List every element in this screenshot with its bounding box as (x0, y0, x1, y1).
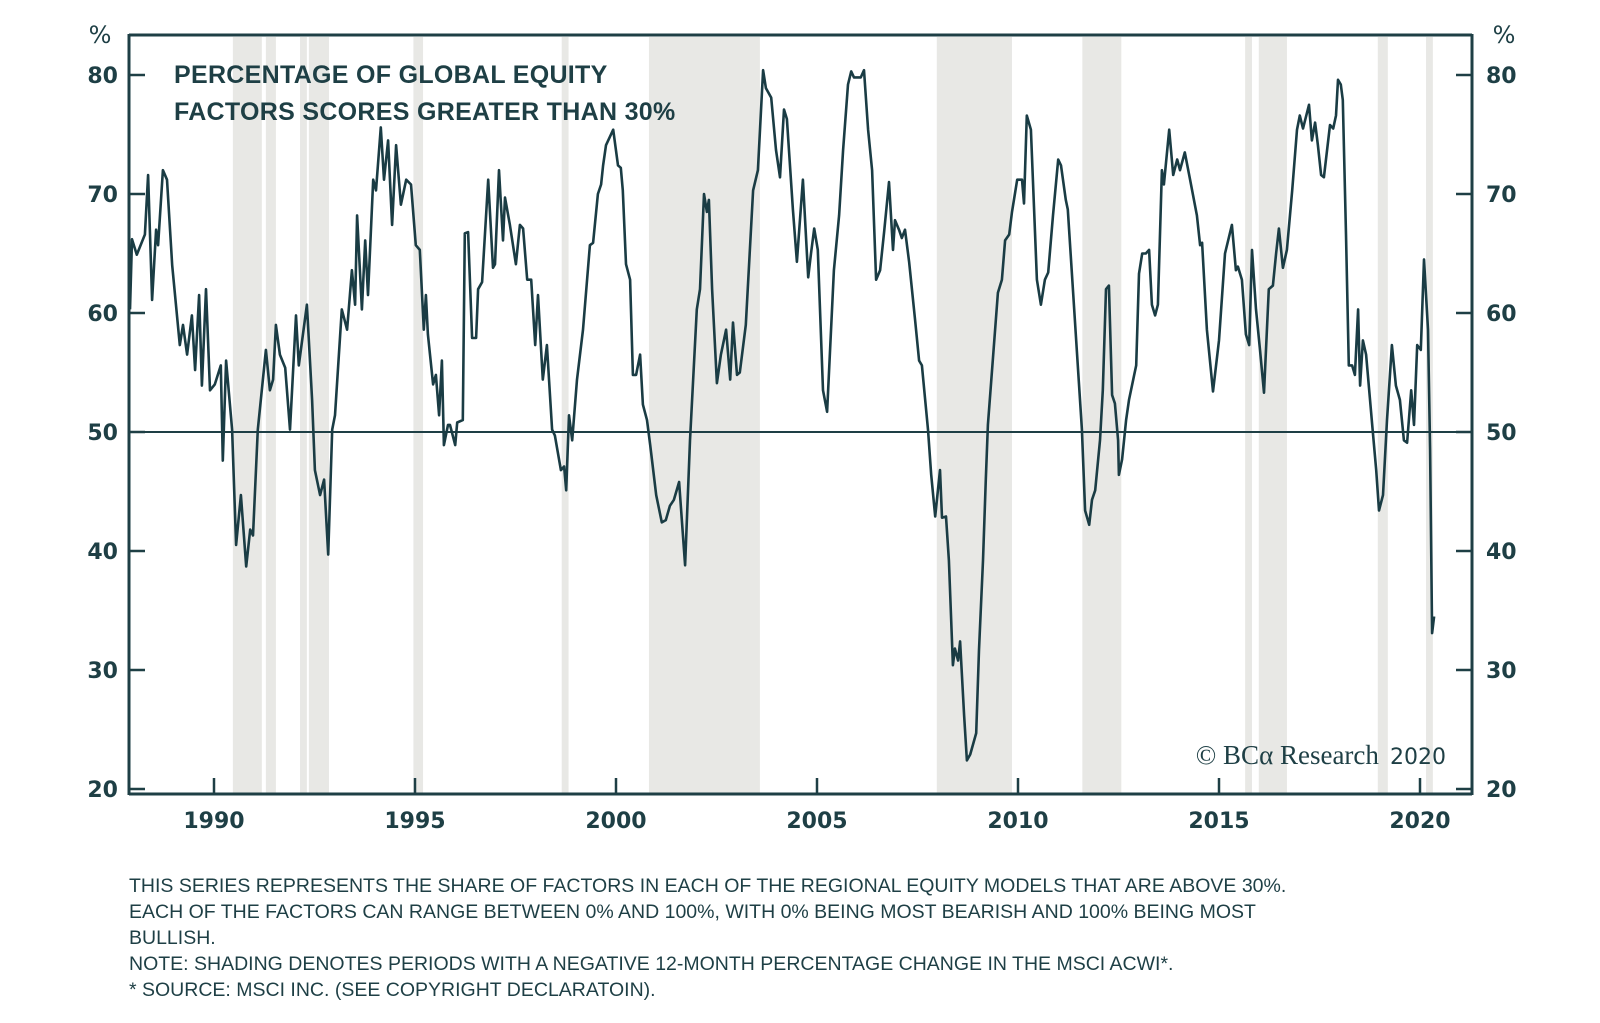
footnote-line: BULLISH. (129, 927, 216, 949)
footnote: THIS SERIES REPRESENTS THE SHARE OF FACT… (129, 873, 1529, 1003)
footnote-line: NOTE: SHADING DENOTES PERIODS WITH A NEG… (129, 953, 1174, 975)
footnote-line: * SOURCE: MSCI INC. (SEE COPYRIGHT DECLA… (129, 979, 656, 1001)
y-tick-label-right: 40 (1486, 540, 1517, 565)
shaded-period (232, 37, 262, 794)
y-axis-left: 20 30 40 50 60 70 80 (87, 64, 145, 803)
shaded-period (1258, 37, 1287, 794)
y-tick-label-right: 60 (1486, 302, 1517, 327)
y-tick-label-right: 20 (1486, 778, 1517, 803)
y-axis-right: 20 30 40 50 60 70 80 (1456, 64, 1517, 803)
x-tick-label: 1995 (384, 809, 445, 834)
y-tick-label-right: 70 (1486, 183, 1517, 208)
y-tick-label-left: 50 (87, 421, 118, 446)
shaded-period (561, 37, 569, 794)
x-tick-label: 1990 (183, 809, 244, 834)
y-tick-label-left: 40 (87, 540, 118, 565)
x-tick-label: 2000 (585, 809, 646, 834)
x-tick-label: 2020 (1389, 809, 1450, 834)
x-tick-label: 2005 (786, 809, 847, 834)
y-tick-label-left: 70 (87, 183, 118, 208)
chart-title-line-2: FACTORS SCORES GREATER THAN 30% (174, 98, 676, 126)
shading-layer (232, 37, 1433, 794)
shaded-period (265, 37, 276, 794)
x-tick-label: 2015 (1188, 809, 1249, 834)
y-tick-label-left: 60 (87, 302, 118, 327)
shaded-period (413, 37, 424, 794)
copyright-text: © BCα Research (1196, 740, 1380, 770)
series-layer (128, 68, 1436, 762)
plot-frame (127, 33, 1474, 796)
y-tick-label-left: 20 (87, 778, 118, 803)
shaded-period (1377, 37, 1388, 794)
footnote-line: THIS SERIES REPRESENTS THE SHARE OF FACT… (129, 875, 1287, 897)
footnote-line: EACH OF THE FACTORS CAN RANGE BETWEEN 0%… (129, 901, 1256, 923)
shaded-period (648, 37, 760, 794)
shaded-period (1245, 37, 1252, 794)
shaded-period (308, 37, 329, 794)
y-tick-label-right: 50 (1486, 421, 1517, 446)
x-axis: 1990 1995 2000 2005 2010 2015 2020 (183, 778, 1451, 834)
shaded-period (936, 37, 1012, 794)
copyright-year: 2020 (1390, 745, 1446, 770)
x-tick-label: 2010 (987, 809, 1048, 834)
series-line (128, 68, 1436, 762)
copyright-annotation: © BCα Research 2020 (1196, 740, 1446, 770)
y-tick-label-left: 80 (87, 64, 118, 89)
shaded-period (300, 37, 307, 794)
y-tick-label-left: 30 (87, 659, 118, 684)
y-tick-label-right: 80 (1486, 64, 1517, 89)
chart-title-line-1: PERCENTAGE OF GLOBAL EQUITY (174, 61, 608, 89)
y-axis-right-unit: % (1493, 21, 1516, 49)
y-tick-label-right: 30 (1486, 659, 1517, 684)
y-axis-left-unit: % (89, 21, 112, 49)
